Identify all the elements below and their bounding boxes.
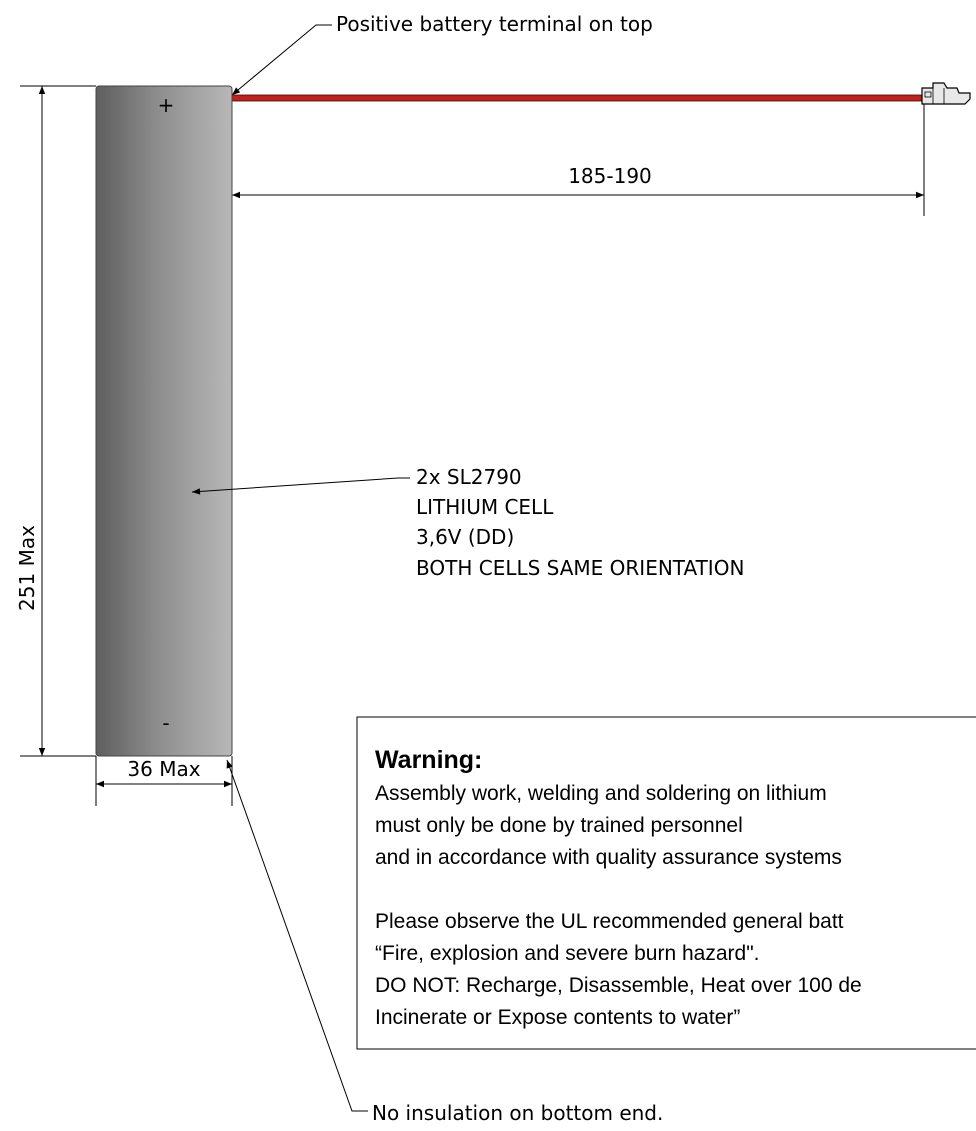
bottom-callout-text: No insulation on bottom end.: [372, 1101, 663, 1125]
battery-cell: + -: [95, 85, 233, 757]
height-label: 251 Max: [15, 525, 39, 611]
lead-wire: [229, 82, 971, 105]
wire-length-label: 185-190: [568, 164, 652, 188]
cell-label: 2x SL2790 LITHIUM CELL 3,6V (DD) BOTH CE…: [191, 465, 744, 580]
cell-label-line-3: 3,6V (DD): [416, 525, 514, 549]
warning-line-2: must only be done by trained personnel: [375, 814, 743, 837]
cell-body: [95, 85, 233, 757]
warning-line-5: Please observe the UL recommended genera…: [375, 910, 844, 933]
width-dimension: 36 Max: [95, 756, 233, 806]
warning-line-7: DO NOT: Recharge, Disassemble, Heat over…: [375, 974, 862, 997]
top-callout: Positive battery terminal on top: [231, 12, 653, 96]
wire-length-dimension: 185-190: [232, 104, 925, 216]
warning-title: Warning:: [375, 746, 482, 774]
negative-terminal-symbol: -: [162, 711, 169, 735]
width-label: 36 Max: [127, 757, 200, 781]
warning-box: Warning: Assembly work, welding and sold…: [356, 716, 976, 1050]
bottom-leader-line: [226, 759, 368, 1112]
cell-label-line-4: BOTH CELLS SAME ORIENTATION: [416, 556, 744, 580]
warning-line-8: Incinerate or Expose contents to water”: [375, 1006, 740, 1029]
bottom-callout: No insulation on bottom end.: [226, 759, 663, 1125]
warning-line-6: “Fire, explosion and severe burn hazard"…: [375, 942, 760, 965]
connector-icon: [921, 82, 971, 105]
top-callout-text: Positive battery terminal on top: [336, 12, 653, 36]
positive-terminal-symbol: +: [158, 93, 175, 117]
cell-label-leader-line: [191, 477, 410, 495]
red-wire: [229, 94, 925, 102]
warning-frame: [356, 716, 976, 1050]
top-leader-line: [231, 24, 332, 96]
cell-label-line-1: 2x SL2790: [416, 465, 522, 489]
warning-line-3: and in accordance with quality assurance…: [375, 846, 842, 869]
warning-line-1: Assembly work, welding and soldering on …: [375, 782, 827, 805]
height-dimension: 251 Max: [15, 85, 96, 757]
cell-label-line-2: LITHIUM CELL: [416, 495, 554, 519]
